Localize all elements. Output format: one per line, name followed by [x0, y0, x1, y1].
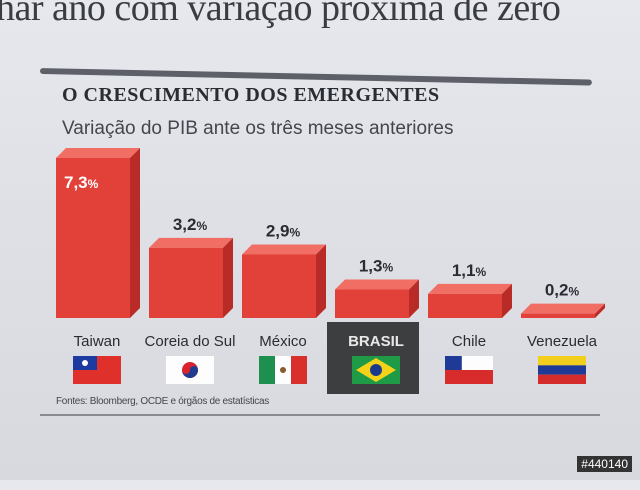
flag-m-xico-emblem — [280, 367, 286, 373]
flag-taiwan-sun — [82, 360, 88, 366]
bar-side-m-xico — [316, 244, 326, 318]
value-label-taiwan: 7,3% — [64, 173, 99, 192]
value-label-chile: 1,1% — [452, 261, 487, 280]
category-label-taiwan: Taiwan — [74, 333, 121, 350]
value-label-venezuela: 0,2% — [545, 281, 580, 300]
bar-chart: 7,3% Taiwan 3,2% Coreia do Sul 2,9% México 1,3… — [56, 148, 605, 394]
bar-side-coreia-do-sul — [223, 237, 233, 318]
bar-top-coreia-do-sul — [149, 237, 233, 248]
bar-top-taiwan — [56, 148, 140, 158]
article-headline: har ano com variação próxima de zero — [0, 0, 561, 29]
value-label-coreia-do-sul: 3,2% — [173, 215, 208, 234]
bar-top-venezuela — [521, 303, 605, 314]
bar-m-xico — [242, 254, 316, 318]
flag-chile-canton — [445, 356, 462, 370]
chart-source: Fontes: Bloomberg, OCDE e órgãos de esta… — [56, 396, 269, 407]
category-label-chile: Chile — [452, 333, 486, 350]
bar-side-taiwan — [130, 148, 140, 318]
bar-coreia-do-sul — [149, 247, 223, 318]
bar-side-brasil — [409, 279, 419, 318]
flag-m-xico-red — [291, 356, 307, 384]
category-label-coreia-do-sul: Coreia do Sul — [145, 333, 236, 350]
value-label-brasil: 1,3% — [359, 257, 394, 276]
flag-venezuela-blue — [538, 365, 586, 375]
category-label-brasil: BRASIL — [348, 333, 404, 350]
image-id-stamp: #440140 — [577, 456, 632, 472]
bar-taiwan — [56, 158, 130, 318]
chart-bottom-rule — [40, 414, 600, 416]
flag-venezuela-yellow — [538, 356, 586, 366]
bar-brasil — [335, 289, 409, 318]
bar-top-brasil — [335, 279, 419, 290]
bar-top-m-xico — [242, 244, 326, 255]
bar-side-chile — [502, 283, 512, 318]
flag-venezuela-red — [538, 374, 586, 384]
flag-coreia-do-sul-taeguk-bottom — [182, 366, 198, 378]
value-label-m-xico: 2,9% — [266, 221, 301, 240]
next-headline-fragment — [30, 430, 590, 490]
flag-m-xico-green — [259, 356, 275, 384]
chart-subtitle: Variação do PIB ante os três meses anter… — [62, 118, 454, 139]
bar-chile — [428, 293, 502, 318]
category-label-m-xico: México — [259, 333, 307, 350]
chart-title: O CRESCIMENTO DOS EMERGENTES — [62, 84, 440, 106]
flag-chile-red — [445, 370, 493, 384]
bar-venezuela — [521, 313, 595, 318]
bar-side-venezuela — [595, 303, 605, 318]
bar-top-chile — [428, 283, 512, 294]
flag-brasil-globe — [370, 364, 382, 376]
category-label-venezuela: Venezuela — [527, 333, 598, 350]
